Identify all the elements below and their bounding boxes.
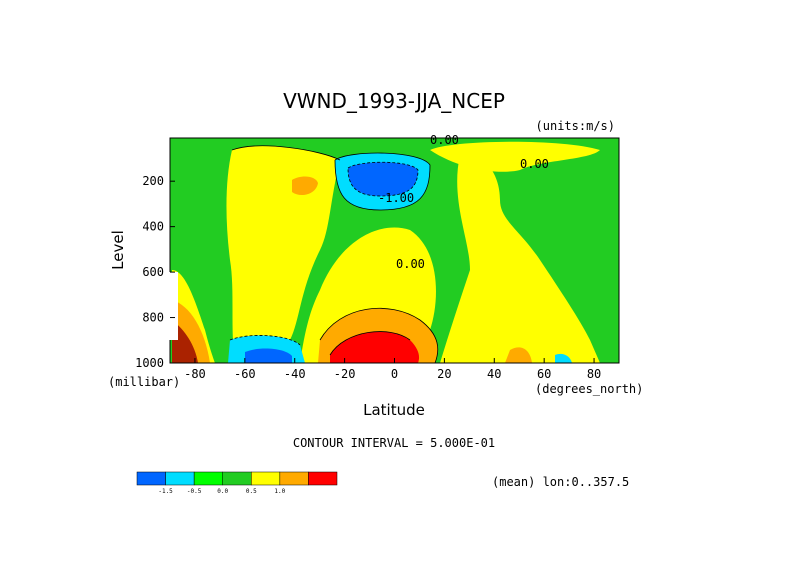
x-tick-label: -80: [184, 367, 206, 381]
contour-line: [347, 161, 419, 197]
y-tick-label: 600: [142, 265, 164, 279]
contour-lines: [229, 145, 439, 363]
y-tick-label: 200: [142, 174, 164, 188]
contour-label: 0.00: [396, 257, 425, 271]
y-tick-label: 1000: [135, 356, 164, 370]
colorbar: -1.5 -0.5 0.0 0.5 1.0: [136, 471, 338, 495]
colorbar-label: 0.0: [217, 488, 228, 495]
contour-line: [319, 307, 439, 363]
contour-field: [170, 138, 619, 363]
colorbar-label: -1.5: [158, 488, 173, 495]
region-orange-upper: [292, 176, 318, 195]
region-yellow-upper: [430, 141, 600, 172]
region-yellow-south: [226, 145, 340, 363]
contour-interval: CONTOUR INTERVAL = 5.000E-01: [293, 436, 495, 450]
x-tick-label: 80: [587, 367, 601, 381]
contour-line: [229, 335, 301, 346]
x-ticks: -80 -60 -40 -20 0 20 40 60 80: [184, 358, 601, 381]
contour-label: 0.00: [520, 157, 549, 171]
x-tick-label: 20: [437, 367, 451, 381]
y-axis-label: Level: [109, 230, 127, 270]
x-tick-label: 0: [391, 367, 398, 381]
x-tick-label: 60: [537, 367, 551, 381]
colorbar-swatch: [193, 471, 223, 486]
colorbar-label: -0.5: [187, 488, 202, 495]
missing-data-patch: [168, 272, 178, 340]
contour-label: -1.00: [378, 191, 414, 205]
y-tick-label: 400: [142, 220, 164, 234]
region-red-surface: [330, 331, 420, 363]
colorbar-swatch: [308, 471, 338, 486]
colorbar-swatch: [136, 471, 166, 486]
contour-line: [334, 152, 431, 211]
region-orange-north: [505, 347, 532, 363]
colorbar-swatch: [251, 471, 281, 486]
contour-line: [329, 331, 411, 356]
x-axis-label: Latitude: [363, 401, 425, 419]
contour-label: 0.00: [430, 133, 459, 147]
units-label: (units:m/s): [536, 119, 615, 133]
y-ticks: 200 400 600 800 1000: [135, 174, 175, 370]
y-tick-label: 800: [142, 311, 164, 325]
contour-line: [231, 145, 341, 161]
colorbar-swatch: [279, 471, 309, 486]
colorbar-swatch: [165, 471, 195, 486]
colorbar-swatch: [222, 471, 252, 486]
x-unit-label: (degrees_north): [535, 382, 643, 396]
colorbar-label: 1.0: [274, 488, 285, 495]
x-tick-label: -20: [334, 367, 356, 381]
x-tick-label: 40: [487, 367, 501, 381]
region-blue-upper: [348, 162, 418, 196]
chart-title: VWND_1993-JJA_NCEP: [283, 89, 505, 113]
mean-label: (mean) lon:0..357.5: [492, 475, 629, 489]
x-tick-label: -60: [234, 367, 256, 381]
region-yellow-north: [440, 154, 600, 363]
region-blue-surface: [245, 348, 292, 363]
region-red-polar: [172, 320, 198, 363]
y-unit-label: (millibar): [108, 375, 180, 389]
colorbar-label: 0.5: [246, 488, 257, 495]
x-tick-label: -40: [284, 367, 306, 381]
region-cyan-north: [555, 353, 572, 363]
